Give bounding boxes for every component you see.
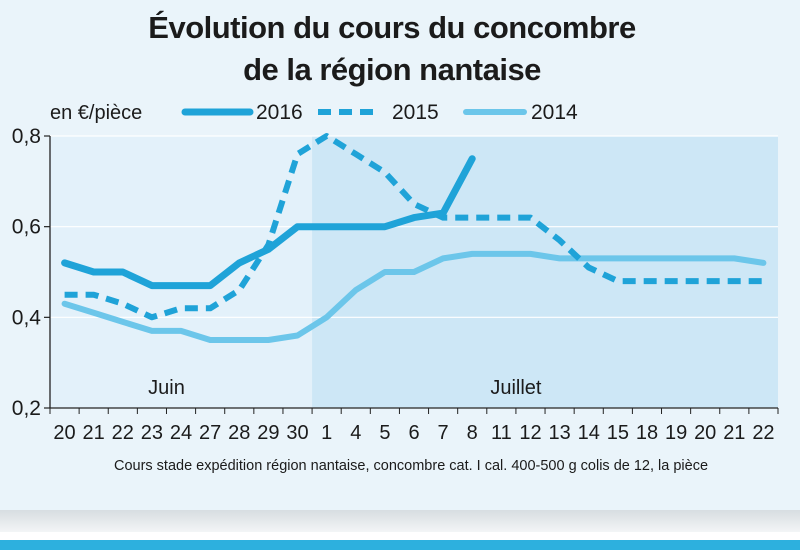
x-tick-label: 6 xyxy=(408,422,419,444)
y-tick-label: 0,8 xyxy=(12,125,41,148)
chart-title-line-1: Évolution du cours du concombre xyxy=(148,10,636,45)
x-tick-label: 12 xyxy=(519,422,541,444)
chart-footnote: Cours stade expédition région nantaise, … xyxy=(114,458,708,474)
y-tick-label: 0,6 xyxy=(12,216,41,239)
x-tick-label: 4 xyxy=(350,422,361,444)
x-tick-label: 14 xyxy=(578,422,600,444)
legend-label-2015: 2015 xyxy=(392,101,439,124)
series-line-2016 xyxy=(61,155,476,290)
x-tick-label: 20 xyxy=(53,422,75,444)
x-tick-label: 11 xyxy=(491,422,512,444)
series-line-2015 xyxy=(64,133,764,321)
x-tick-label: 22 xyxy=(752,422,774,444)
x-tick-label: 21 xyxy=(723,422,745,444)
x-tick-label: 22 xyxy=(112,422,134,444)
month-label: Juin xyxy=(148,377,185,399)
x-tick-label: 7 xyxy=(438,422,449,444)
x-tick-label: 27 xyxy=(199,422,221,444)
x-tick-label: 29 xyxy=(257,422,279,444)
x-tick-label: 24 xyxy=(170,422,192,444)
y-axis-unit-label: en €/pièce xyxy=(50,102,142,124)
x-tick-label: 23 xyxy=(141,422,163,444)
x-tick-label: 8 xyxy=(467,422,478,444)
series-line-2014 xyxy=(61,250,767,343)
chart-title-line-2: de la région nantaise xyxy=(243,52,541,87)
x-tick-label: 19 xyxy=(665,422,687,444)
x-tick-label: 18 xyxy=(636,422,658,444)
line-chart: 0,20,40,60,820 21 22 23 24 27 28 29 30 1 4 5 6 7 8 11 12… xyxy=(12,101,779,474)
x-tick-label: 13 xyxy=(548,422,570,444)
accent-rule xyxy=(0,540,800,550)
y-tick-label: 0,4 xyxy=(12,306,42,329)
x-tick-label: 28 xyxy=(228,422,250,444)
month-label: Juillet xyxy=(490,377,542,399)
card-shadow xyxy=(0,510,800,532)
legend-label-2014: 2014 xyxy=(531,101,578,124)
x-tick-label: 20 xyxy=(694,422,716,444)
x-tick-label: 21 xyxy=(83,422,105,444)
y-tick-label: 0,2 xyxy=(12,397,41,420)
legend-label-2016: 2016 xyxy=(256,101,303,124)
x-tick-label: 5 xyxy=(379,422,390,444)
x-tick-label: 30 xyxy=(286,422,308,444)
x-tick-label: 1 xyxy=(321,422,332,444)
x-tick-label: 15 xyxy=(607,422,629,444)
